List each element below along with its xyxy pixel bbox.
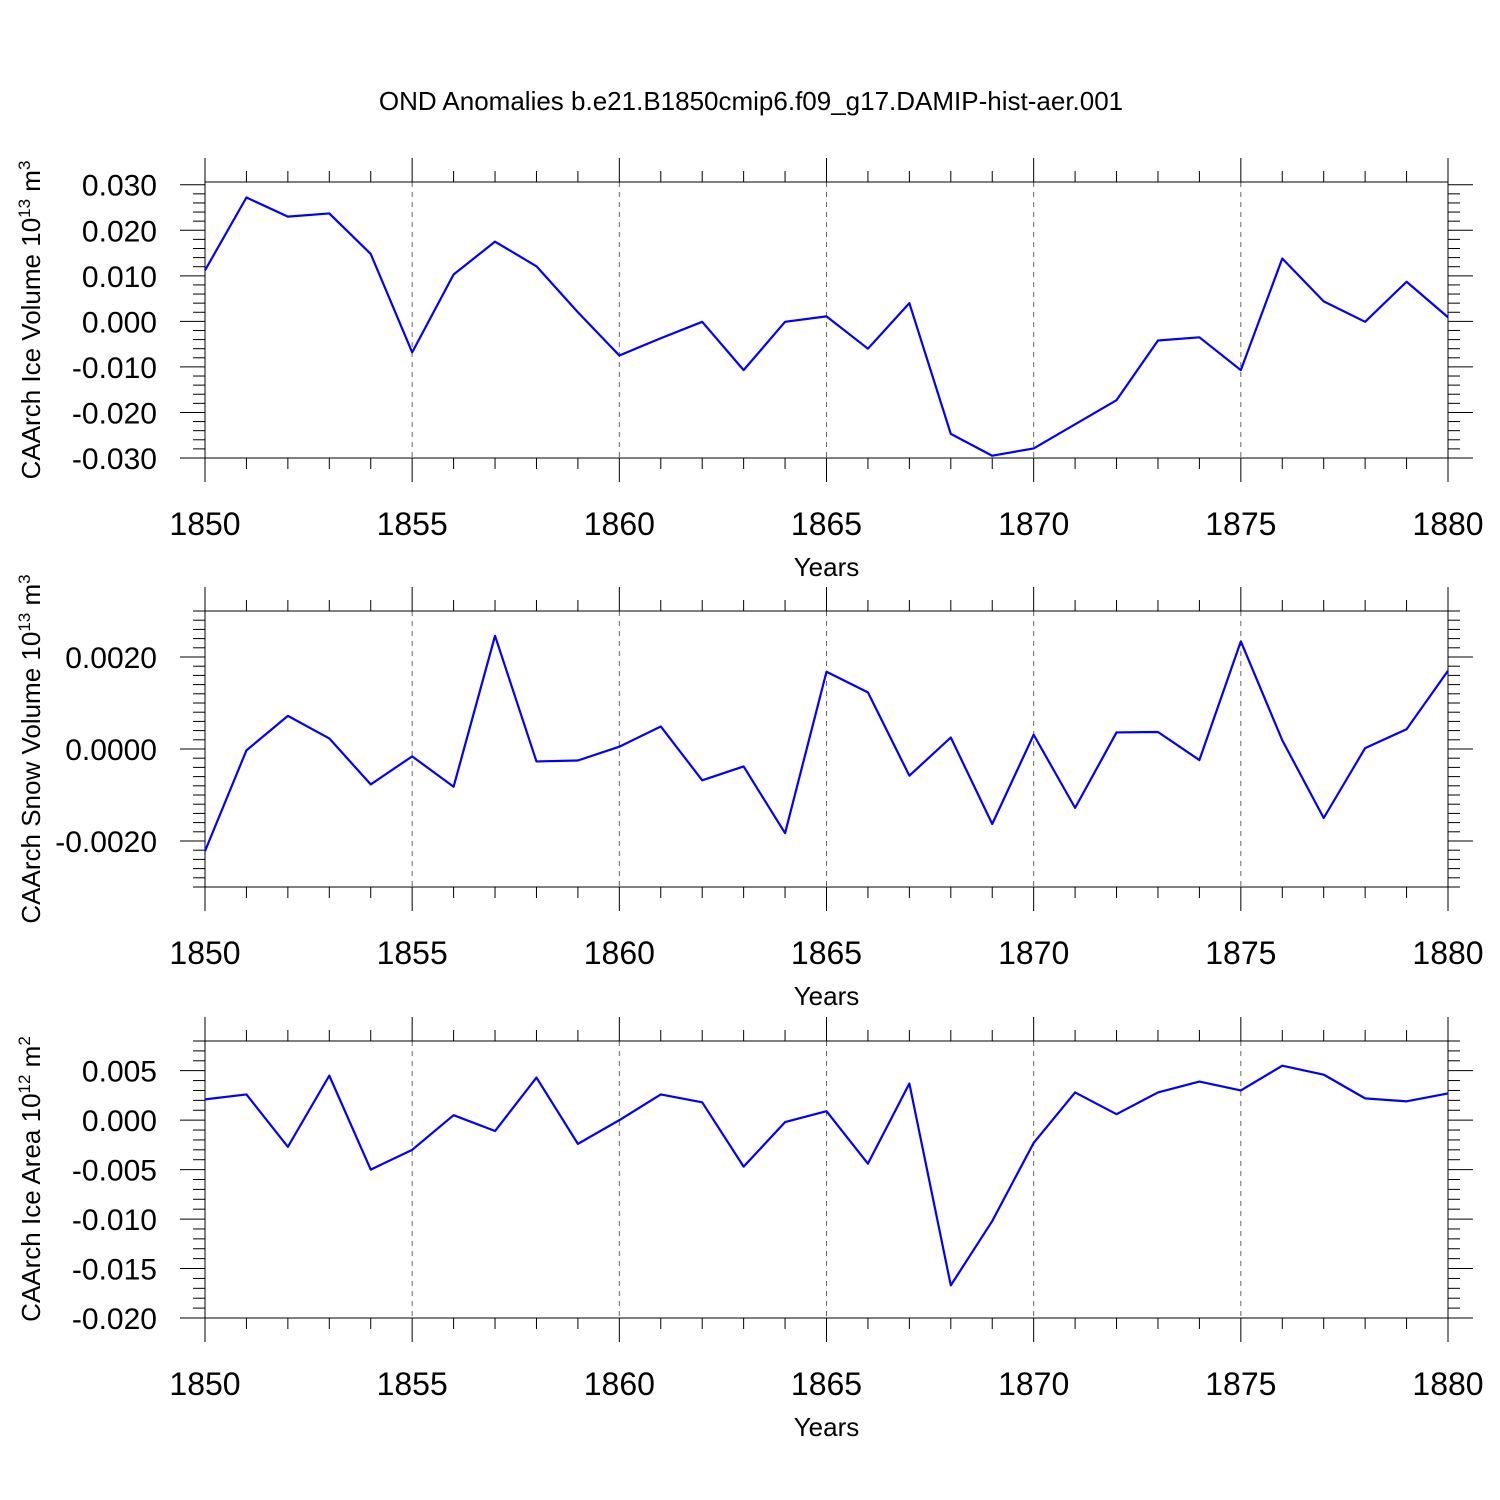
y-tick-label: -0.030 <box>72 443 157 476</box>
y-axis-label-exponent: 13 <box>15 613 34 632</box>
x-tick-label: 1865 <box>791 1366 862 1402</box>
y-axis-label-unit: m <box>16 170 46 199</box>
plot-frame <box>204 181 1449 459</box>
plot-frame <box>204 1040 1449 1319</box>
x-tick-label: 1865 <box>791 506 862 542</box>
x-tick-label: 1870 <box>998 935 1069 971</box>
y-axis-label: CAArch Ice Area 1012 m2 <box>15 1036 46 1322</box>
y-axis-label-unit-exponent: 2 <box>15 1036 34 1045</box>
y-tick-label: 0.000 <box>82 1105 157 1138</box>
x-tick-label: 1880 <box>1412 1366 1483 1402</box>
x-tick-label: 1880 <box>1412 506 1483 542</box>
y-axis-label-unit-exponent: 3 <box>15 161 34 170</box>
y-tick-label: -0.005 <box>72 1155 157 1188</box>
x-tick-label: 1860 <box>584 506 655 542</box>
y-tick-label: -0.020 <box>72 1303 157 1336</box>
y-axis-label: CAArch Snow Volume 1013 m3 <box>15 574 46 923</box>
x-tick-label: 1855 <box>377 935 448 971</box>
y-axis-label-exponent: 12 <box>15 1075 34 1094</box>
x-tick-label: 1850 <box>169 1366 240 1402</box>
series-line <box>204 196 1449 457</box>
series-line <box>203 634 1449 852</box>
y-tick-label: -0.020 <box>72 397 157 430</box>
y-tick-label: 0.0000 <box>65 734 157 767</box>
y-axis-label-unit-exponent: 3 <box>15 574 34 583</box>
x-tick-label: 1860 <box>584 935 655 971</box>
x-tick-label: 1880 <box>1412 935 1483 971</box>
panel-2: -0.0020 0.0000 0.0020 1850 1855 1860 1865 1870 1… <box>15 574 1484 1011</box>
x-tick-label: 1875 <box>1205 1366 1276 1402</box>
y-tick-label: 0.020 <box>82 215 157 248</box>
x-axis-label: Years <box>794 1412 860 1442</box>
y-tick-label: -0.0020 <box>55 826 157 859</box>
x-axis-label: Years <box>794 552 860 582</box>
x-axis-label: Years <box>794 981 860 1011</box>
y-axis-label-unit: m <box>16 584 46 613</box>
y-axis-label-main: CAArch Snow Volume 10 <box>16 632 46 924</box>
y-axis-label-main: CAArch Ice Volume 10 <box>16 218 46 480</box>
x-tick-label: 1870 <box>998 506 1069 542</box>
x-tick-label: 1855 <box>377 1366 448 1402</box>
y-tick-label: 0.0020 <box>65 642 157 675</box>
x-tick-label: 1850 <box>169 506 240 542</box>
y-axis-label-exponent: 13 <box>15 199 34 218</box>
x-tick-label: 1865 <box>791 935 862 971</box>
x-tick-label: 1850 <box>169 935 240 971</box>
y-axis-label: CAArch Ice Volume 1013 m3 <box>15 161 46 480</box>
y-axis-label-main: CAArch Ice Area 10 <box>16 1093 46 1321</box>
y-tick-label: 0.030 <box>82 170 157 203</box>
panel-1: -0.030 -0.020 -0.010 0.000 0.010 0.020 0.030 18… <box>15 158 1484 582</box>
panel-3: -0.020 -0.015 -0.010 -0.005 0.000 0.005 1850 18… <box>15 1017 1484 1442</box>
y-tick-label: -0.010 <box>72 1204 157 1237</box>
y-tick-label: 0.005 <box>82 1056 157 1089</box>
y-axis-label-unit: m <box>16 1046 46 1075</box>
x-tick-label: 1875 <box>1205 506 1276 542</box>
y-tick-label: 0.010 <box>82 261 157 294</box>
x-tick-label: 1860 <box>584 1366 655 1402</box>
x-tick-label: 1870 <box>998 1366 1069 1402</box>
series-line <box>204 1064 1449 1287</box>
x-tick-label: 1855 <box>377 506 448 542</box>
y-tick-label: -0.010 <box>72 352 157 385</box>
y-tick-label: -0.015 <box>72 1254 157 1287</box>
figure-title: OND Anomalies b.e21.B1850cmip6.f09_g17.D… <box>379 86 1123 116</box>
x-tick-label: 1875 <box>1205 935 1276 971</box>
y-tick-label: 0.000 <box>82 306 157 339</box>
plot-frame <box>204 610 1449 888</box>
